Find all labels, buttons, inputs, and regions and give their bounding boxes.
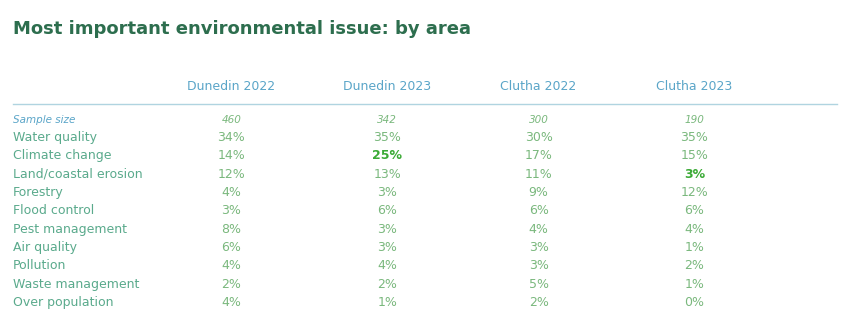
Text: 1%: 1%	[377, 296, 397, 309]
Text: 2%: 2%	[377, 278, 397, 291]
Text: 4%: 4%	[684, 223, 705, 236]
Text: 342: 342	[377, 115, 397, 125]
Text: 9%: 9%	[529, 186, 548, 199]
Text: 300: 300	[529, 115, 548, 125]
Text: 2%: 2%	[529, 296, 548, 309]
Text: Dunedin 2022: Dunedin 2022	[187, 80, 275, 93]
Text: 3%: 3%	[683, 168, 705, 181]
Text: Clutha 2022: Clutha 2022	[501, 80, 577, 93]
Text: 2%: 2%	[684, 259, 705, 272]
Text: Most important environmental issue: by area: Most important environmental issue: by a…	[13, 20, 471, 38]
Text: 4%: 4%	[529, 223, 548, 236]
Text: 6%: 6%	[529, 204, 548, 217]
Text: 3%: 3%	[529, 241, 548, 254]
Text: 17%: 17%	[524, 149, 553, 162]
Text: 4%: 4%	[222, 186, 241, 199]
Text: 3%: 3%	[222, 204, 241, 217]
Text: 11%: 11%	[524, 168, 553, 181]
Text: 35%: 35%	[680, 131, 708, 144]
Text: 190: 190	[684, 115, 705, 125]
Text: Waste management: Waste management	[13, 278, 139, 291]
Text: 3%: 3%	[377, 223, 397, 236]
Text: 0%: 0%	[684, 296, 705, 309]
Text: 30%: 30%	[524, 131, 553, 144]
Text: Sample size: Sample size	[13, 115, 75, 125]
Text: 13%: 13%	[373, 168, 401, 181]
Text: 3%: 3%	[377, 186, 397, 199]
Text: 3%: 3%	[377, 241, 397, 254]
Text: Water quality: Water quality	[13, 131, 97, 144]
Text: 4%: 4%	[222, 296, 241, 309]
Text: 2%: 2%	[222, 278, 241, 291]
Text: Pollution: Pollution	[13, 259, 66, 272]
Text: 12%: 12%	[218, 168, 246, 181]
Text: Clutha 2023: Clutha 2023	[656, 80, 733, 93]
Text: Flood control: Flood control	[13, 204, 94, 217]
Text: Land/coastal erosion: Land/coastal erosion	[13, 168, 142, 181]
Text: 12%: 12%	[681, 186, 708, 199]
Text: Air quality: Air quality	[13, 241, 76, 254]
Text: 6%: 6%	[377, 204, 397, 217]
Text: 1%: 1%	[684, 278, 705, 291]
Text: 35%: 35%	[373, 131, 401, 144]
Text: 4%: 4%	[377, 259, 397, 272]
Text: 15%: 15%	[680, 149, 708, 162]
Text: 3%: 3%	[529, 259, 548, 272]
Text: 6%: 6%	[222, 241, 241, 254]
Text: 5%: 5%	[529, 278, 548, 291]
Text: 34%: 34%	[218, 131, 246, 144]
Text: 1%: 1%	[684, 241, 705, 254]
Text: Climate change: Climate change	[13, 149, 111, 162]
Text: 8%: 8%	[221, 223, 241, 236]
Text: Forestry: Forestry	[13, 186, 64, 199]
Text: 14%: 14%	[218, 149, 246, 162]
Text: 25%: 25%	[372, 149, 402, 162]
Text: 4%: 4%	[222, 259, 241, 272]
Text: 6%: 6%	[684, 204, 705, 217]
Text: Over population: Over population	[13, 296, 113, 309]
Text: 460: 460	[222, 115, 241, 125]
Text: Dunedin 2023: Dunedin 2023	[343, 80, 431, 93]
Text: Pest management: Pest management	[13, 223, 127, 236]
